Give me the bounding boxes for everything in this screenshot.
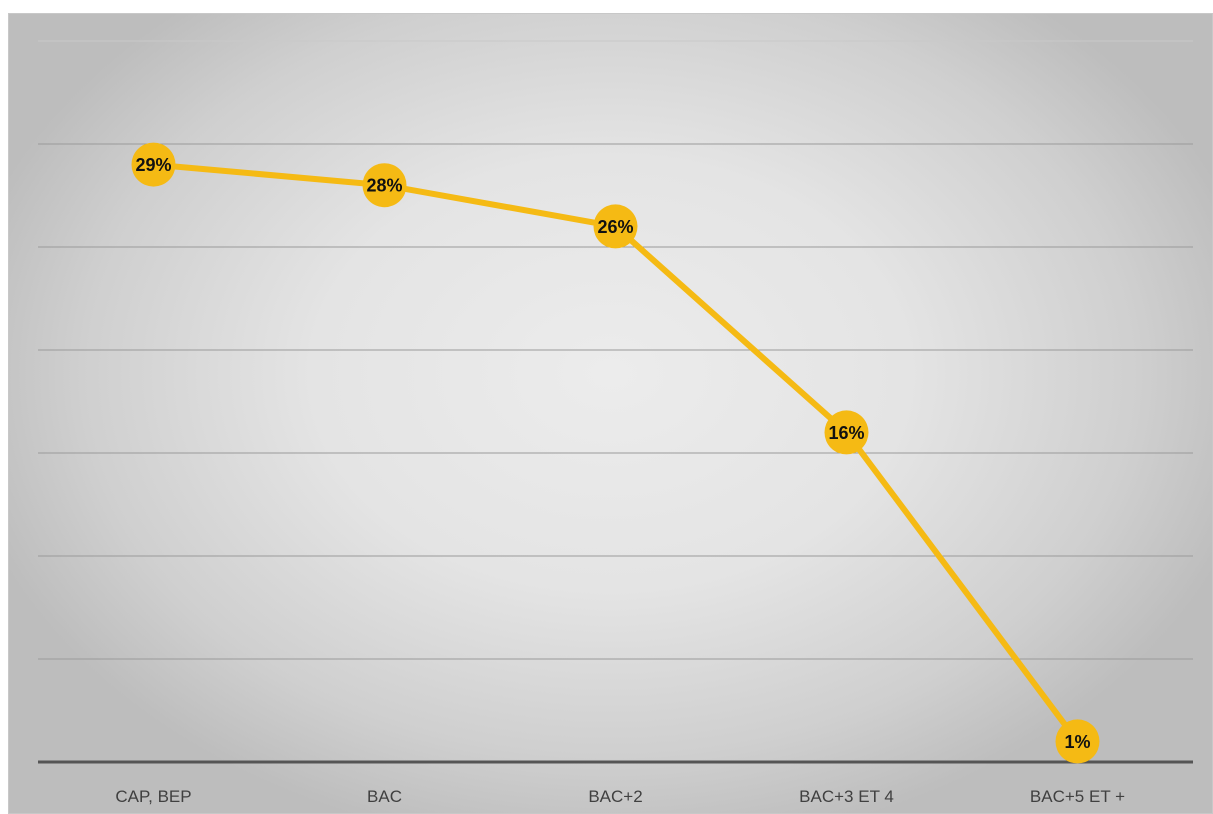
data-point-marker [131,142,176,187]
data-point-marker [362,163,407,208]
chart-area [8,13,1213,814]
x-tick-labels: CAP, BEP BAC BAC+2 BAC+3 ET 4 BAC+5 ET + [115,787,1125,806]
x-tick-label: BAC+5 ET + [1030,787,1125,806]
data-label: 26% [597,217,633,237]
data-label: 28% [366,176,402,196]
x-tick-label: BAC+3 ET 4 [799,787,894,806]
data-label: 16% [828,423,864,443]
data-points: 29% 28% 26% 16% 1% [131,142,1100,764]
x-tick-label: CAP, BEP [115,787,191,806]
gridlines [38,40,1193,660]
data-label: 1% [1064,732,1090,752]
x-tick-label: BAC [367,787,402,806]
x-tick-label: BAC+2 [588,787,642,806]
data-point-marker [1055,719,1100,764]
data-label: 29% [135,155,171,175]
data-point-marker [824,410,869,455]
data-point-marker [593,204,638,249]
